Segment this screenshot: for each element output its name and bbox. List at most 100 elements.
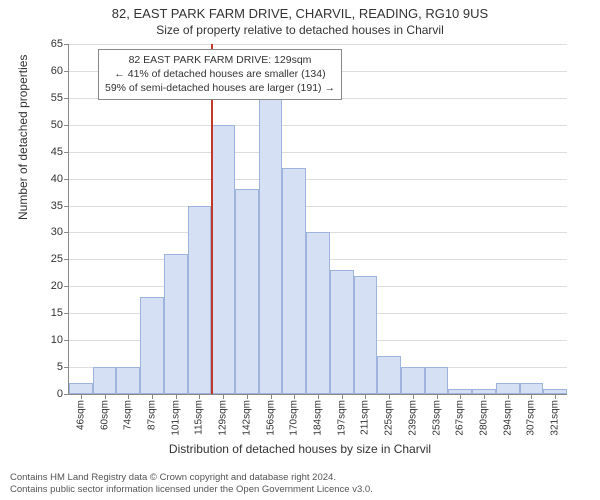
- xtick-label: 184sqm: [313, 400, 324, 436]
- histogram-bar: [211, 125, 235, 394]
- xtick-mark: [508, 394, 509, 399]
- histogram-bar: [164, 254, 188, 394]
- ytick-label: 25: [51, 253, 63, 265]
- xtick-mark: [437, 394, 438, 399]
- ytick-label: 35: [51, 200, 63, 212]
- ytick-label: 0: [57, 388, 63, 400]
- histogram-bar: [377, 356, 401, 394]
- ytick-label: 40: [51, 173, 63, 185]
- xtick-label: 156sqm: [265, 400, 276, 436]
- xtick-label: 101sqm: [170, 400, 181, 436]
- ytick-mark: [64, 340, 69, 341]
- xtick-label: 211sqm: [360, 400, 371, 435]
- ytick-label: 10: [51, 334, 63, 346]
- gridline: [69, 206, 567, 208]
- ytick-label: 55: [51, 92, 63, 104]
- histogram-bar: [69, 383, 93, 394]
- ytick-mark: [64, 313, 69, 314]
- xtick-label: 115sqm: [194, 400, 205, 435]
- ytick-mark: [64, 179, 69, 180]
- xtick-mark: [342, 394, 343, 399]
- ytick-mark: [64, 394, 69, 395]
- ytick-label: 30: [51, 226, 63, 238]
- xtick-mark: [81, 394, 82, 399]
- info-box-line: 82 EAST PARK FARM DRIVE: 129sqm: [105, 53, 335, 67]
- xtick-mark: [294, 394, 295, 399]
- xtick-label: 280sqm: [479, 400, 490, 436]
- xtick-label: 239sqm: [407, 400, 418, 436]
- xtick-label: 74sqm: [123, 400, 134, 430]
- histogram-bar: [116, 367, 140, 394]
- histogram-bar: [306, 232, 330, 394]
- x-axis-label: Distribution of detached houses by size …: [0, 442, 600, 456]
- xtick-label: 129sqm: [218, 400, 229, 436]
- ytick-mark: [64, 125, 69, 126]
- histogram-bar: [520, 383, 544, 394]
- info-box: 82 EAST PARK FARM DRIVE: 129sqm← 41% of …: [98, 49, 342, 100]
- xtick-mark: [271, 394, 272, 399]
- ytick-label: 5: [57, 361, 63, 373]
- histogram-bar: [330, 270, 354, 394]
- title-line-2: Size of property relative to detached ho…: [0, 21, 600, 37]
- xtick-mark: [105, 394, 106, 399]
- xtick-label: 142sqm: [241, 400, 252, 436]
- xtick-mark: [176, 394, 177, 399]
- gridline: [69, 179, 567, 181]
- ytick-label: 45: [51, 146, 63, 158]
- ytick-mark: [64, 286, 69, 287]
- info-box-line: 59% of semi-detached houses are larger (…: [105, 81, 335, 95]
- xtick-label: 267sqm: [455, 400, 466, 436]
- ytick-label: 50: [51, 119, 63, 131]
- xtick-mark: [223, 394, 224, 399]
- xtick-mark: [531, 394, 532, 399]
- gridline: [69, 125, 567, 127]
- xtick-label: 60sqm: [99, 400, 110, 430]
- ytick-mark: [64, 98, 69, 99]
- ytick-mark: [64, 232, 69, 233]
- xtick-label: 197sqm: [336, 400, 347, 436]
- xtick-mark: [199, 394, 200, 399]
- histogram-bar: [140, 297, 164, 394]
- gridline: [69, 44, 567, 46]
- ytick-label: 20: [51, 280, 63, 292]
- xtick-mark: [460, 394, 461, 399]
- xtick-label: 294sqm: [502, 400, 513, 436]
- caption: Contains HM Land Registry data © Crown c…: [10, 472, 373, 496]
- ytick-label: 65: [51, 38, 63, 50]
- histogram-bar: [93, 367, 117, 394]
- histogram-bar: [282, 168, 306, 394]
- histogram-bar: [259, 98, 283, 394]
- caption-line-1: Contains HM Land Registry data © Crown c…: [10, 472, 373, 484]
- xtick-label: 321sqm: [550, 400, 561, 436]
- info-box-line: ← 41% of detached houses are smaller (13…: [105, 67, 335, 81]
- chart-container: 82, EAST PARK FARM DRIVE, CHARVIL, READI…: [0, 0, 600, 500]
- xtick-mark: [152, 394, 153, 399]
- xtick-label: 170sqm: [289, 400, 300, 436]
- ytick-mark: [64, 44, 69, 45]
- xtick-label: 225sqm: [384, 400, 395, 436]
- ytick-mark: [64, 152, 69, 153]
- xtick-label: 46sqm: [75, 400, 86, 430]
- histogram-bar: [188, 206, 212, 394]
- xtick-mark: [365, 394, 366, 399]
- xtick-mark: [484, 394, 485, 399]
- ytick-mark: [64, 367, 69, 368]
- title-line-1: 82, EAST PARK FARM DRIVE, CHARVIL, READI…: [0, 0, 600, 21]
- xtick-mark: [247, 394, 248, 399]
- xtick-mark: [389, 394, 390, 399]
- xtick-label: 307sqm: [526, 400, 537, 436]
- histogram-bar: [425, 367, 449, 394]
- ytick-label: 60: [51, 65, 63, 77]
- xtick-mark: [318, 394, 319, 399]
- histogram-bar: [354, 276, 378, 394]
- ytick-mark: [64, 259, 69, 260]
- ytick-label: 15: [51, 307, 63, 319]
- y-axis-label: Number of detached properties: [16, 55, 30, 220]
- xtick-label: 87sqm: [147, 400, 158, 430]
- xtick-label: 253sqm: [431, 400, 442, 436]
- plot-area: 0510152025303540455055606546sqm60sqm74sq…: [68, 44, 567, 395]
- xtick-mark: [128, 394, 129, 399]
- xtick-mark: [555, 394, 556, 399]
- ytick-mark: [64, 206, 69, 207]
- histogram-bar: [496, 383, 520, 394]
